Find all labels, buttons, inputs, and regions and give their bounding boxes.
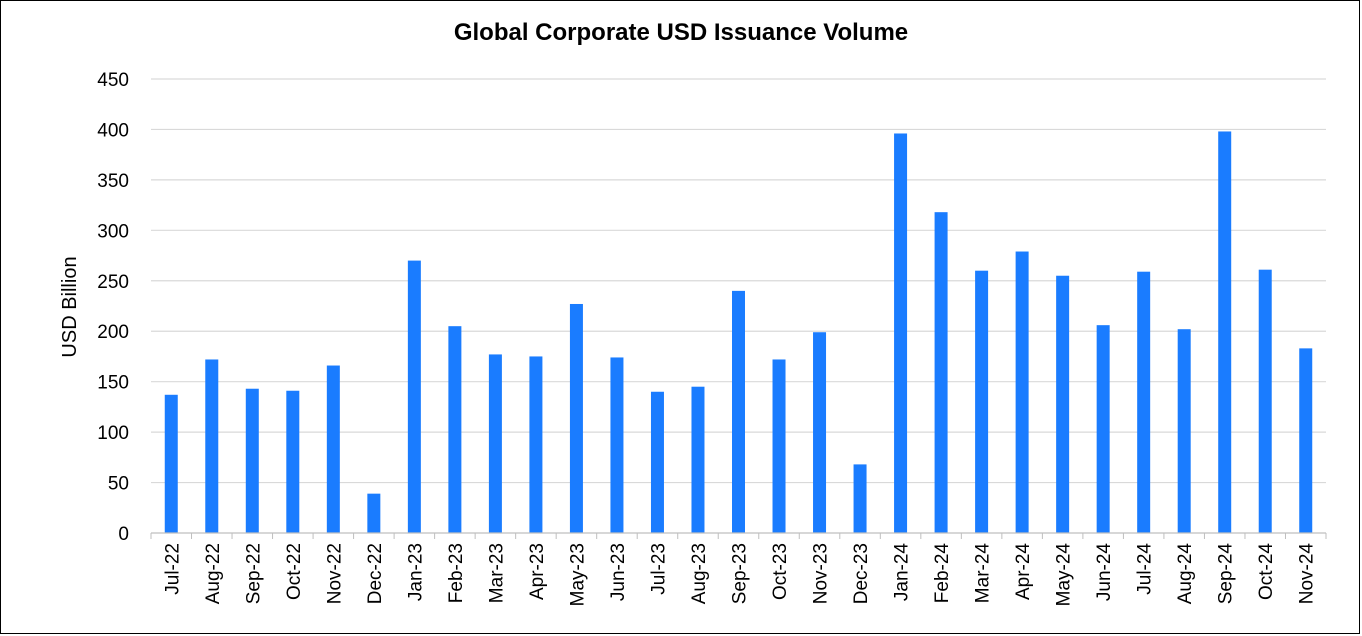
- bar-nov-23: [813, 332, 827, 533]
- x-tick-label: Sep-22: [243, 543, 264, 604]
- x-tick-label: Jul-23: [648, 543, 669, 595]
- y-tick-label: 0: [118, 524, 129, 545]
- x-tick-label: Jan-24: [892, 543, 913, 602]
- bar-sep-23: [732, 290, 745, 533]
- x-tick-label: Mar-24: [973, 543, 994, 604]
- x-tick-label: Jun-24: [1094, 543, 1115, 602]
- bar-may-24: [1056, 275, 1070, 533]
- bar-dec-22: [367, 493, 381, 533]
- y-tick-label: 150: [97, 373, 129, 394]
- x-tick-label: Oct-22: [284, 543, 305, 600]
- x-tick-label: Aug-24: [1175, 543, 1196, 605]
- bar-jan-24: [894, 133, 908, 534]
- bar-sep-24: [1218, 131, 1232, 533]
- x-tick-label: Jan-23: [405, 543, 426, 601]
- x-tick-label: Aug-22: [203, 543, 224, 604]
- bar-jun-23: [610, 357, 624, 533]
- x-tick-label: May-24: [1054, 543, 1075, 607]
- bar-sep-22: [245, 388, 259, 533]
- y-tick-label: 100: [97, 423, 129, 444]
- x-tick-label: Apr-24: [1013, 543, 1034, 600]
- y-tick-labels: 0 50 100 150 200 250 300 350 400 450: [97, 70, 129, 545]
- x-tick-label: May-23: [567, 543, 588, 606]
- bar-jul-22: [164, 394, 178, 533]
- x-tick-label: Sep-24: [1216, 543, 1237, 605]
- x-tick-label: Jul-22: [162, 543, 183, 595]
- bar-nov-22: [326, 365, 340, 533]
- y-tick-label: 50: [108, 474, 129, 495]
- bar-nov-24: [1299, 348, 1313, 533]
- x-tick-label: Jun-23: [608, 543, 629, 601]
- bar-mar-24: [975, 270, 989, 533]
- bar-jan-23: [407, 260, 421, 533]
- y-tick-label: 350: [97, 171, 129, 192]
- x-tick-label: Aug-23: [689, 543, 710, 604]
- bar-oct-24: [1258, 269, 1272, 533]
- x-tick-label: Jul-24: [1135, 543, 1156, 595]
- bar-oct-22: [286, 390, 300, 533]
- y-tick-label: 300: [97, 221, 129, 242]
- x-tick-label: Nov-23: [811, 543, 832, 604]
- bar-feb-23: [448, 326, 462, 533]
- x-tick-labels: Jul-22 Aug-22 Sep-22 Oct-22 Nov-22 Dec-22 Jan-…: [162, 543, 1317, 607]
- x-tick-label: Nov-22: [324, 543, 345, 604]
- x-tick-label: Feb-24: [932, 543, 953, 604]
- bar-aug-23: [691, 386, 705, 533]
- y-tick-label: 250: [97, 272, 129, 293]
- bar-apr-23: [529, 356, 543, 533]
- bar-dec-23: [853, 464, 867, 533]
- chart-title: Global Corporate USD Issuance Volume: [453, 19, 909, 46]
- bar-jul-24: [1137, 271, 1151, 533]
- y-tick-label: 200: [97, 322, 129, 343]
- bar-oct-23: [772, 359, 786, 533]
- bar-feb-24: [934, 212, 948, 533]
- x-tick-label: Dec-22: [365, 543, 386, 604]
- x-tick-label: Dec-23: [851, 543, 872, 604]
- x-tick-label: Feb-23: [446, 543, 467, 603]
- x-tick-label: Apr-23: [527, 543, 548, 600]
- y-tick-label: 450: [97, 70, 129, 91]
- x-tick-label: Oct-24: [1256, 543, 1277, 600]
- bar-jun-24: [1096, 325, 1110, 533]
- bar-mar-23: [488, 354, 502, 533]
- y-axis-label: USD Billion: [59, 256, 81, 357]
- bar-jul-23: [650, 391, 664, 533]
- bar-aug-24: [1177, 329, 1191, 533]
- bar-may-23: [569, 303, 583, 533]
- x-tick-label: Nov-24: [1297, 543, 1318, 605]
- bar-apr-24: [1015, 251, 1029, 533]
- bar-aug-22: [205, 359, 219, 533]
- x-tick-label: Sep-23: [730, 543, 751, 604]
- y-tick-label: 400: [97, 120, 129, 141]
- x-tick-label: Mar-23: [486, 543, 507, 603]
- x-tick-label: Oct-23: [770, 543, 791, 600]
- axes: [150, 532, 1327, 539]
- bars: [164, 131, 1313, 534]
